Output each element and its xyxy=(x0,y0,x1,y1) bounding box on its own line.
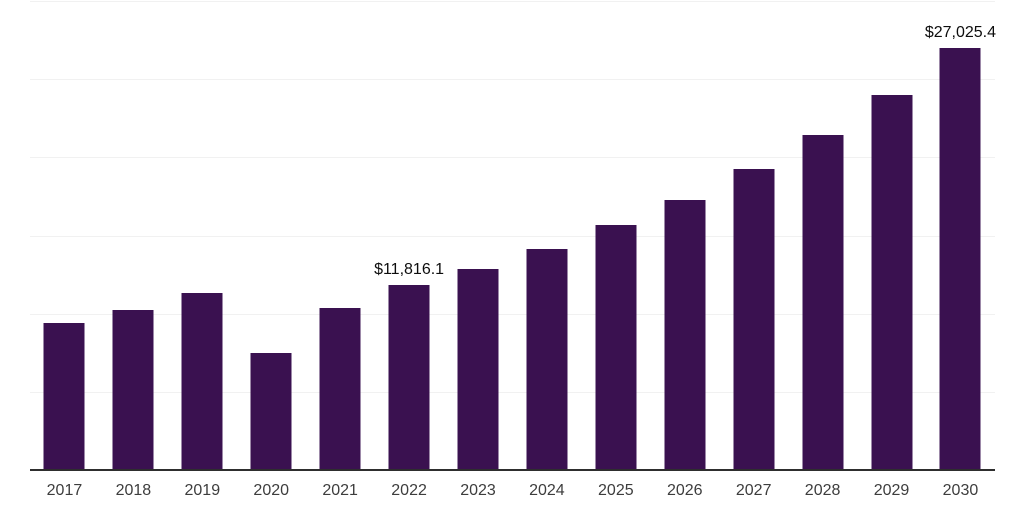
bar-2023 xyxy=(457,268,499,470)
bar-2019 xyxy=(181,293,223,470)
x-axis-line xyxy=(30,469,995,471)
bar-2026 xyxy=(664,199,706,470)
bar-2030 xyxy=(939,47,981,470)
x-tick-2029: 2029 xyxy=(873,482,910,499)
bar-2024 xyxy=(526,248,568,470)
bar-slot-2029 xyxy=(857,1,926,470)
bar-slot-2018 xyxy=(99,1,168,470)
gridline-30000 xyxy=(30,1,995,2)
bar-slot-2017 xyxy=(30,1,99,470)
bar-2017 xyxy=(43,322,85,470)
bar-2028 xyxy=(802,134,844,470)
bar-2018 xyxy=(112,309,154,470)
x-tick-2020: 2020 xyxy=(253,482,290,499)
gridline-15000 xyxy=(30,235,995,237)
bar-slot-2030: $27,025.4 xyxy=(924,1,997,470)
gridline-20000 xyxy=(30,157,995,159)
x-tick-2022: 2022 xyxy=(391,482,427,499)
bar-slot-2021 xyxy=(306,1,375,470)
gridline-25000 xyxy=(30,79,995,81)
gridline-10000 xyxy=(30,313,995,315)
x-tick-2019: 2019 xyxy=(184,482,221,499)
x-tick-2024: 2024 xyxy=(529,482,565,499)
gridline-5000 xyxy=(30,391,995,393)
x-tick-2025: 2025 xyxy=(598,482,634,499)
x-tick-2027: 2027 xyxy=(735,482,772,499)
bar-slot-2023 xyxy=(444,1,513,470)
bar-slot-2025 xyxy=(581,1,650,470)
gridlines xyxy=(30,1,995,470)
bar-2025 xyxy=(595,224,637,470)
plot-area: $11,816.1 $27,025.4 xyxy=(30,1,997,471)
bars-layer: $11,816.1 $27,025.4 xyxy=(30,1,997,470)
x-tick-2030: 2030 xyxy=(942,482,979,499)
x-tick-2017: 2017 xyxy=(46,482,83,499)
bar-2021 xyxy=(319,308,361,470)
data-label-2022: $11,816.1 xyxy=(374,261,445,279)
data-label-2030: $27,025.4 xyxy=(924,23,997,41)
bar-slot-2028 xyxy=(788,1,857,470)
bar-2022 xyxy=(388,285,430,470)
bar-2027 xyxy=(733,168,775,470)
x-tick-2026: 2026 xyxy=(666,482,703,499)
bar-2029 xyxy=(871,94,913,470)
x-tick-2028: 2028 xyxy=(804,482,841,499)
bar-slot-2024 xyxy=(512,1,581,470)
bar-2020 xyxy=(250,352,292,470)
bar-slot-2020 xyxy=(237,1,306,470)
bar-slot-2019 xyxy=(168,1,237,470)
bar-slot-2022: $11,816.1 xyxy=(374,1,445,470)
x-tick-2021: 2021 xyxy=(322,482,358,499)
x-tick-2018: 2018 xyxy=(115,482,152,499)
bar-slot-2027 xyxy=(719,1,788,470)
x-tick-2023: 2023 xyxy=(460,482,496,499)
bar-slot-2026 xyxy=(650,1,719,470)
x-axis-labels: 2017 2018 2019 2020 2021 2022 2023 2024 2025 2026… xyxy=(30,481,995,501)
